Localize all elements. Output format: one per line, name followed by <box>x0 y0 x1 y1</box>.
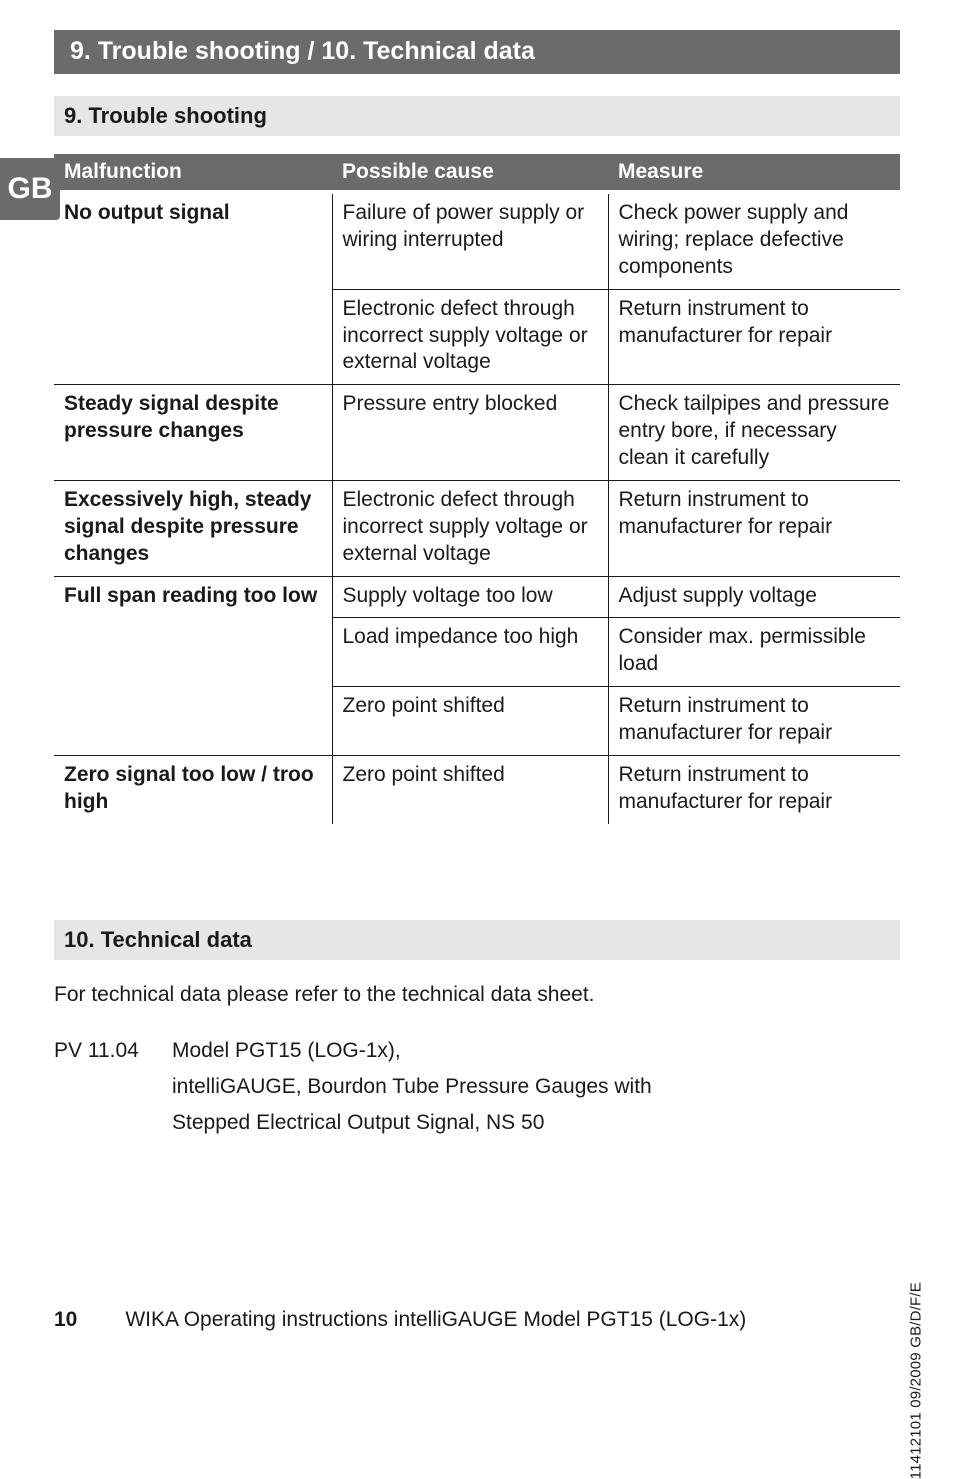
cause-cell: Load impedance too high <box>332 618 608 687</box>
malfunction-cell: No output signal <box>54 192 332 385</box>
cause-cell: Zero point shifted <box>332 687 608 756</box>
pv-line: intelliGAUGE, Bourdon Tube Pressure Gaug… <box>172 1069 652 1105</box>
tech-intro: For technical data please refer to the t… <box>54 978 900 1012</box>
malfunction-cell: Steady signal despite pressure changes <box>54 385 332 481</box>
trouble-heading: 9. Trouble shooting <box>54 96 900 136</box>
cause-cell: Electronic defect through incorrect supp… <box>332 289 608 385</box>
cause-cell: Failure of power supply or wiring interr… <box>332 192 608 289</box>
pv-label: PV 11.04 <box>54 1033 172 1140</box>
measure-cell: Return instrument to manufacturer for re… <box>608 755 900 823</box>
measure-cell: Return instrument to manufacturer for re… <box>608 687 900 756</box>
th-measure: Measure <box>608 154 900 192</box>
th-cause: Possible cause <box>332 154 608 192</box>
pv-line: Model PGT15 (LOG-1x), <box>172 1033 652 1069</box>
trouble-table: Malfunction Possible cause Measure No ou… <box>54 154 900 824</box>
malfunction-cell: Excessively high, steady signal despite … <box>54 480 332 576</box>
measure-cell: Check tailpipes and pressure entry bore,… <box>608 385 900 481</box>
measure-cell: Adjust supply voltage <box>608 576 900 618</box>
measure-cell: Return instrument to manufacturer for re… <box>608 289 900 385</box>
measure-cell: Check power supply and wiring; replace d… <box>608 192 900 289</box>
measure-cell: Return instrument to manufacturer for re… <box>608 480 900 576</box>
measure-cell: Consider max. permissible load <box>608 618 900 687</box>
tech-heading: 10. Technical data <box>54 920 900 960</box>
page-number: 10 <box>54 1308 77 1332</box>
malfunction-cell: Zero signal too low / troo high <box>54 755 332 823</box>
doc-id-vertical: 11412101 09/2009 GB/D/F/E <box>907 1282 924 1479</box>
cause-cell: Electronic defect through incorrect supp… <box>332 480 608 576</box>
malfunction-cell: Full span reading too low <box>54 576 332 755</box>
pv-line: Stepped Electrical Output Signal, NS 50 <box>172 1105 652 1141</box>
page-footer: 10 WIKA Operating instructions intelliGA… <box>54 1308 900 1332</box>
page-banner: 9. Trouble shooting / 10. Technical data <box>54 30 900 74</box>
th-malfunction: Malfunction <box>54 154 332 192</box>
pv-block: PV 11.04 Model PGT15 (LOG-1x), intelliGA… <box>54 1033 900 1140</box>
cause-cell: Pressure entry blocked <box>332 385 608 481</box>
footer-text: WIKA Operating instructions intelliGAUGE… <box>125 1308 746 1332</box>
language-tab: GB <box>0 158 60 220</box>
cause-cell: Zero point shifted <box>332 755 608 823</box>
cause-cell: Supply voltage too low <box>332 576 608 618</box>
